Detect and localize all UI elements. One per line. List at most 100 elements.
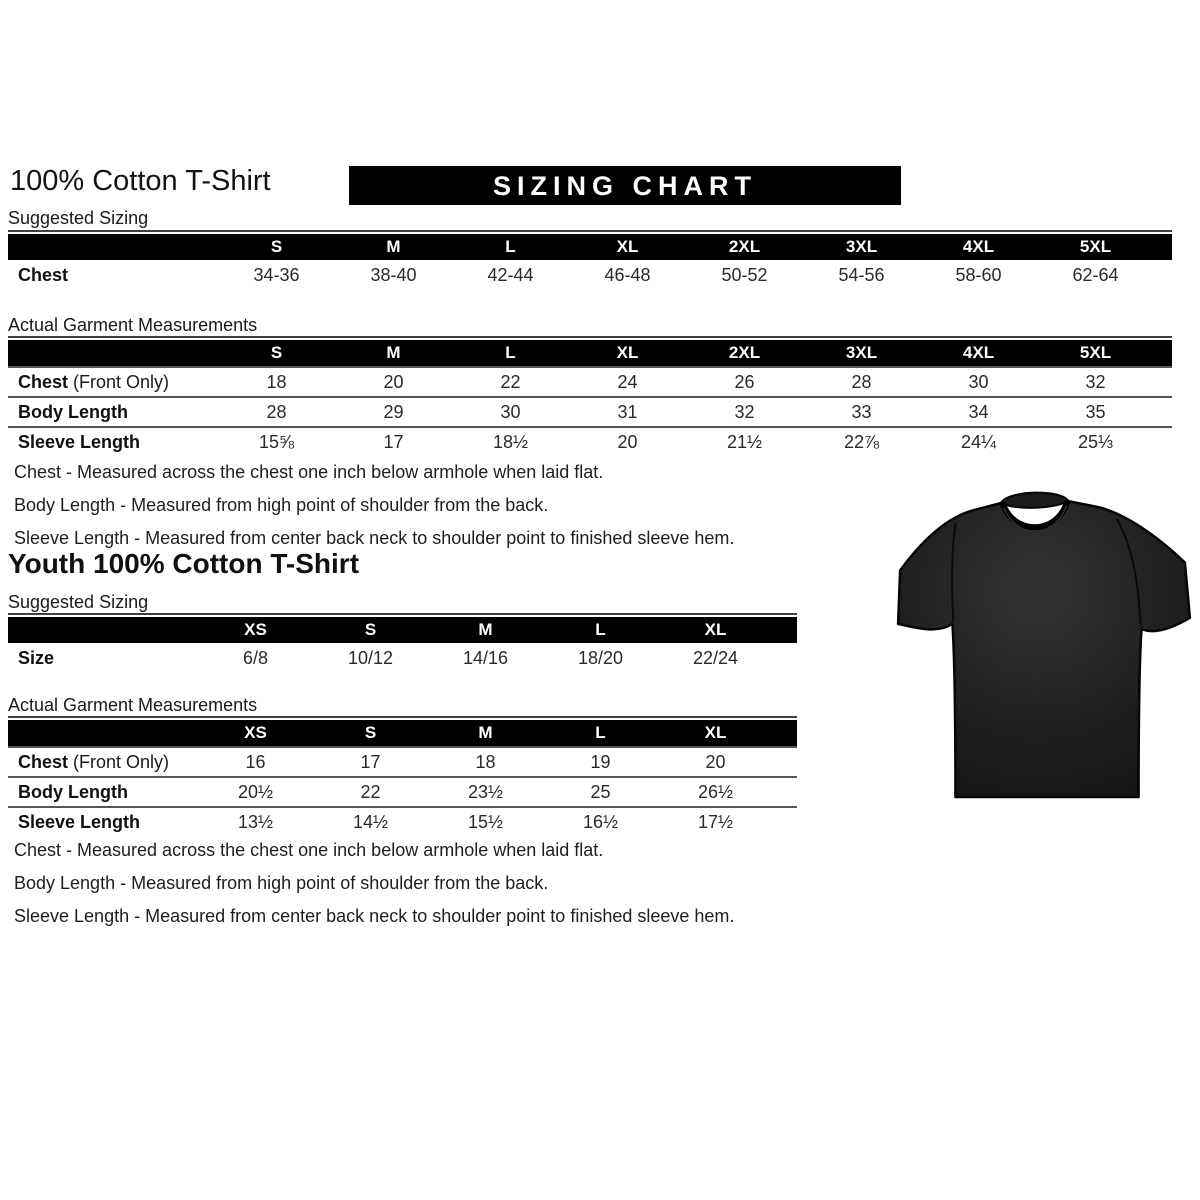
measurement-value: 42-44 <box>487 265 534 285</box>
measurement-value: 29 <box>335 396 452 427</box>
size-column-header: S <box>218 340 335 368</box>
measurement-value: 20 <box>569 426 686 456</box>
size-column-header: M <box>335 234 452 260</box>
size-column-header: L <box>452 340 569 368</box>
measurement-value: 15½ <box>428 806 543 836</box>
measurement-row: Sleeve Length 13½ 14½ 15½ 16½ 17½ <box>8 806 797 836</box>
size-column-header: 4XL <box>920 340 1037 368</box>
size-column-header: XS <box>198 720 313 748</box>
size-header-spacer <box>8 720 198 748</box>
header-filler <box>773 720 797 748</box>
adult-section-title: 100% Cotton T-Shirt <box>10 165 271 197</box>
note-line: Chest - Measured across the chest one in… <box>14 840 604 860</box>
measurement-value: 35 <box>1037 396 1154 427</box>
measurement-value: 24¼ <box>920 426 1037 456</box>
header-filler <box>1154 340 1172 368</box>
measurement-value: 6/8 <box>242 648 269 668</box>
tshirt-body <box>896 499 1192 799</box>
size-header-row: XS S M L XL <box>8 617 797 643</box>
measurement-value: 30 <box>968 371 989 392</box>
sizing-table: XS S M L XL Size 6/8 10/12 14/16 18/20 22/24 <box>8 617 797 674</box>
tshirt-collar-rib <box>999 499 1071 531</box>
tshirt-sleeve-seam-left <box>951 523 957 622</box>
size-column-header: M <box>428 617 543 643</box>
measurement-value: 22 <box>313 776 428 807</box>
size-header-spacer <box>8 617 198 643</box>
measurement-value: 22/24 <box>692 648 739 668</box>
row-label: Body Length <box>8 776 198 807</box>
measurement-value: 34 <box>920 396 1037 427</box>
size-header-spacer <box>8 340 218 368</box>
measurement-value: 50-52 <box>721 265 768 285</box>
size-column-header: XL <box>569 234 686 260</box>
header-filler <box>1154 234 1172 260</box>
measurement-value: 20 <box>383 371 404 392</box>
measurement-value: 14/16 <box>462 648 509 668</box>
measurement-value: 26 <box>734 371 755 392</box>
row-filler <box>1154 396 1172 427</box>
row-filler <box>773 747 797 777</box>
sizing-chart-banner: SIZING CHART <box>349 166 901 205</box>
sizing-table: S M L XL 2XL 3XL 4XL 5XL Chest 34-36 38-40 42-44 46-… <box>8 234 1172 291</box>
measurement-value: 17 <box>335 426 452 456</box>
measurement-value: 17½ <box>658 806 773 836</box>
measurement-value: 62-64 <box>1072 265 1119 285</box>
measurement-value: 17 <box>360 751 381 772</box>
youth-suggested-sizing-table: XS S M L XL Size 6/8 10/12 14/16 18/20 22/24 <box>8 613 797 674</box>
measurement-value: 14½ <box>313 806 428 836</box>
adult-suggested-sizing-label: Suggested Sizing <box>8 208 149 228</box>
measurement-value: 20½ <box>198 776 313 807</box>
measurement-value: 18 <box>475 751 496 772</box>
measurement-value: 22⅞ <box>803 426 920 456</box>
youth-garment-measurements-label: Actual Garment Measurements <box>8 695 258 715</box>
measurement-row: Sleeve Length 15⅝ 17 18½ 20 21½ 22⅞ 24¼ 25⅓ <box>8 426 1172 456</box>
measurement-value: 28 <box>218 396 335 427</box>
tshirt-collar-rib-highlight <box>1002 505 1067 533</box>
youth-measurement-notes: Chest - Measured across the chest one in… <box>14 834 734 933</box>
tshirt-sleeve-seam-right <box>1115 517 1142 626</box>
size-column-header: 2XL <box>686 340 803 368</box>
size-header-spacer <box>8 234 218 260</box>
size-column-header: 3XL <box>803 340 920 368</box>
size-column-header: L <box>543 617 658 643</box>
row-label: Sleeve Length <box>8 426 218 456</box>
measurement-value: 25 <box>543 776 658 807</box>
row-label: Sleeve Length <box>8 806 198 836</box>
measurement-row: Size 6/8 10/12 14/16 18/20 22/24 <box>8 643 797 674</box>
measurement-value: 31 <box>569 396 686 427</box>
row-label: Chest (Front Only) <box>18 751 170 772</box>
size-column-header: 4XL <box>920 234 1037 260</box>
row-filler <box>1154 260 1172 291</box>
row-filler <box>773 643 797 674</box>
row-label: Chest <box>18 265 69 285</box>
size-header-row: S M L XL 2XL 3XL 4XL 5XL <box>8 234 1172 260</box>
row-label: Chest (Front Only) <box>18 371 170 392</box>
size-header-row: S M L XL 2XL 3XL 4XL 5XL <box>8 340 1172 368</box>
row-label: Size <box>18 648 55 668</box>
note-line: Chest - Measured across the chest one in… <box>14 462 604 482</box>
measurement-value: 19 <box>590 751 611 772</box>
size-column-header: XL <box>569 340 686 368</box>
measurement-row: Chest (Front Only) 16 17 18 19 20 <box>8 747 797 777</box>
sizing-table: XS S M L XL Chest (Front Only) 16 17 18 19 20 Body … <box>8 720 797 836</box>
measurement-value: 23½ <box>428 776 543 807</box>
youth-garment-measurements-table: XS S M L XL Chest (Front Only) 16 17 18 19 20 Body … <box>8 716 797 836</box>
size-column-header: M <box>335 340 452 368</box>
row-filler <box>1154 367 1172 397</box>
size-column-header: L <box>543 720 658 748</box>
measurement-value: 46-48 <box>604 265 651 285</box>
size-column-header: XS <box>198 617 313 643</box>
measurement-value: 21½ <box>686 426 803 456</box>
measurement-value: 18/20 <box>577 648 624 668</box>
size-column-header: XL <box>658 720 773 748</box>
measurement-row: Chest (Front Only) 18 20 22 24 26 28 30 32 <box>8 367 1172 397</box>
size-column-header: XL <box>658 617 773 643</box>
size-column-header: 2XL <box>686 234 803 260</box>
measurement-value: 16 <box>245 751 266 772</box>
measurement-value: 10/12 <box>347 648 394 668</box>
size-header-row: XS S M L XL <box>8 720 797 748</box>
adult-garment-measurements-table: S M L XL 2XL 3XL 4XL 5XL Chest (Front Only) 18 20 2… <box>8 336 1172 456</box>
note-line: Body Length - Measured from high point o… <box>14 873 549 893</box>
adult-suggested-sizing-table: S M L XL 2XL 3XL 4XL 5XL Chest 34-36 38-40 42-44 46-… <box>8 230 1172 291</box>
